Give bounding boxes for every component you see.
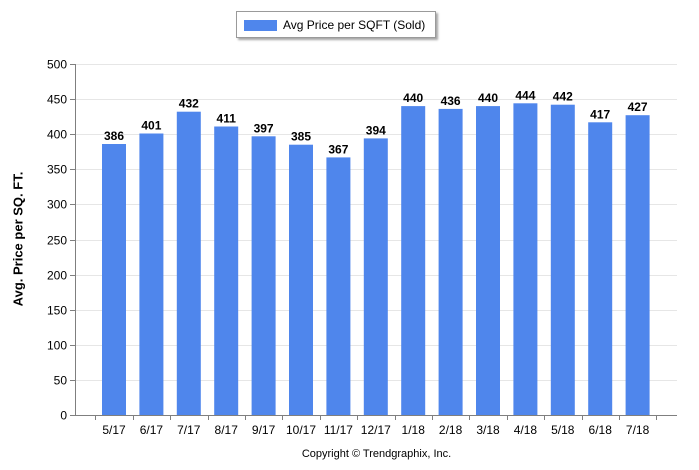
bar-value-label: 397 (254, 121, 274, 135)
bar (401, 106, 426, 415)
bar (102, 144, 126, 415)
bar-value-label: 386 (104, 129, 124, 143)
bar (625, 115, 650, 415)
x-tick-label: 7/17 (177, 423, 201, 437)
y-tick-label: 250 (47, 234, 67, 248)
y-tick-label: 0 (60, 409, 67, 423)
bar-value-label: 440 (478, 91, 498, 105)
x-tick-label: 1/18 (402, 423, 426, 437)
bar-value-label: 440 (403, 91, 423, 105)
bar-value-label: 432 (179, 97, 199, 111)
copyright-footer: Copyright © Trendgraphix, Inc. (301, 448, 452, 460)
bar (214, 126, 239, 415)
legend-label: Avg Price per SQFT (Sold) (283, 18, 426, 32)
x-tick-label: 7/18 (626, 423, 650, 437)
bar-value-label: 411 (217, 112, 237, 126)
y-tick-label: 200 (47, 269, 67, 283)
bar (476, 106, 500, 415)
y-tick-label: 500 (47, 58, 67, 72)
x-tick-label: 3/18 (476, 423, 500, 437)
bar-value-label: 401 (141, 119, 161, 133)
y-tick-label: 350 (47, 163, 67, 177)
bar-value-label: 427 (628, 100, 648, 114)
x-tick-label: 10/17 (286, 423, 316, 437)
bar (550, 104, 575, 415)
data-labels: 386 401 432 411 397 385 367 394 440 436 440 444 442 4… (104, 88, 648, 156)
x-tick-label: 6/18 (589, 423, 613, 437)
y-tick-label: 300 (47, 198, 67, 212)
bar-value-label: 436 (441, 94, 461, 108)
bar-value-label: 385 (291, 130, 311, 144)
bar-value-label: 367 (328, 142, 348, 156)
x-tick-label: 9/17 (252, 423, 276, 437)
bar (289, 144, 313, 415)
axes: 0 50 100 150 200 250 300 350 400 450 500 5/17 6/17 7/… (47, 58, 677, 437)
x-tick-label: 5/17 (102, 423, 126, 437)
bar (588, 122, 613, 416)
bar-value-label: 442 (553, 90, 573, 104)
x-tick-label: 5/18 (551, 423, 575, 437)
bars (102, 103, 650, 416)
y-tick-label: 100 (47, 339, 67, 353)
x-tick-label: 4/18 (514, 423, 538, 437)
legend-swatch (244, 20, 277, 31)
y-tick-label: 50 (54, 374, 68, 388)
bar-value-label: 417 (590, 107, 610, 121)
x-tick-label: 11/17 (324, 423, 353, 437)
y-tick-label: 150 (47, 304, 67, 318)
y-tick-label: 450 (47, 93, 67, 107)
x-tick-label: 2/18 (439, 423, 463, 437)
bar (139, 133, 164, 415)
bar (176, 111, 201, 415)
y-tick-label: 400 (47, 128, 67, 142)
bar (438, 108, 463, 416)
bar (363, 138, 388, 415)
x-tick-label: 12/17 (361, 423, 391, 437)
bar-value-label: 444 (515, 88, 535, 102)
bar (326, 157, 351, 415)
bar-value-label: 394 (366, 123, 386, 137)
x-tick-label: 6/17 (140, 423, 164, 437)
bar (251, 136, 276, 416)
x-tick-label: 8/17 (215, 423, 239, 437)
bar (513, 103, 538, 416)
legend: Avg Price per SQFT (Sold) (236, 11, 436, 38)
